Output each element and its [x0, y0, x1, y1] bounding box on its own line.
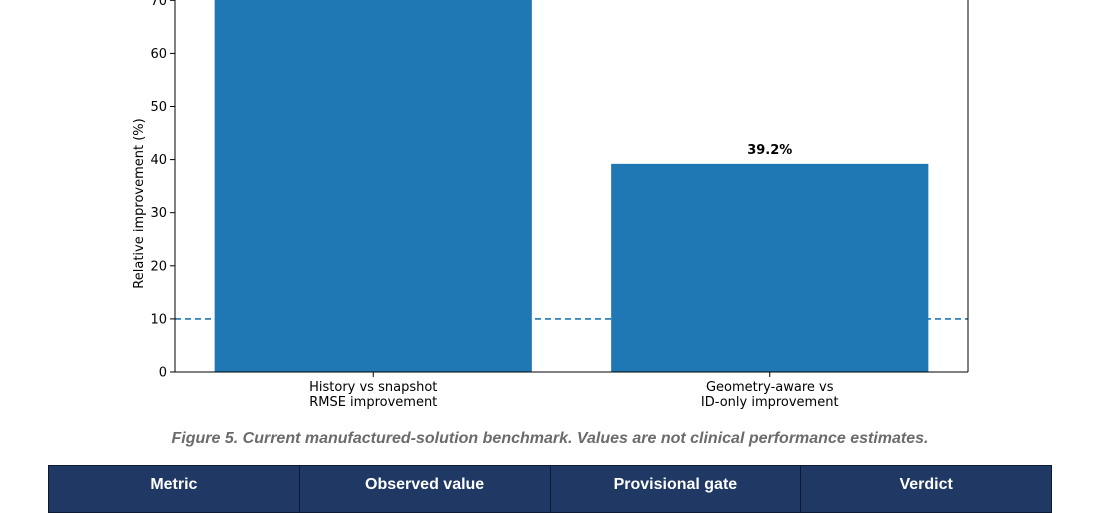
y-tick-label-70: 70	[150, 0, 167, 9]
y-tick-label-0: 0	[159, 366, 167, 381]
header-verdict: Verdict	[800, 465, 1052, 513]
plot-area	[175, 0, 968, 372]
results-table: Metric Observed value Provisional gate V…	[48, 465, 1052, 513]
y-tick-label-20: 20	[150, 259, 167, 274]
y-tick-label-50: 50	[150, 100, 167, 115]
y-tick-label-10: 10	[150, 312, 167, 327]
bar-0	[214, 0, 532, 372]
header-observed-value: Observed value	[298, 465, 551, 513]
header-metric: Metric	[48, 465, 300, 513]
y-tick-label-40: 40	[150, 153, 167, 168]
header-provisional-gate: Provisional gate	[549, 465, 802, 513]
x-tick-label-1: Geometry-aware vs ID-only improvement	[701, 380, 839, 410]
table-header-row: Metric Observed value Provisional gate V…	[48, 465, 1052, 513]
bar-1	[611, 163, 929, 372]
bar-chart: 0 10 20 30 40 50 60 70 Relative improvement (%) H…	[132, 0, 969, 410]
data-label-1: 39.2%	[747, 143, 792, 158]
y-tick-label-30: 30	[150, 206, 167, 221]
figure-caption: Figure 5. Current manufactured-solution …	[171, 430, 929, 447]
y-tick-label-60: 60	[150, 47, 167, 62]
y-axis-label: Relative improvement (%)	[132, 118, 147, 288]
x-tick-label-0: History vs snapshot RMSE improvement	[309, 380, 437, 410]
